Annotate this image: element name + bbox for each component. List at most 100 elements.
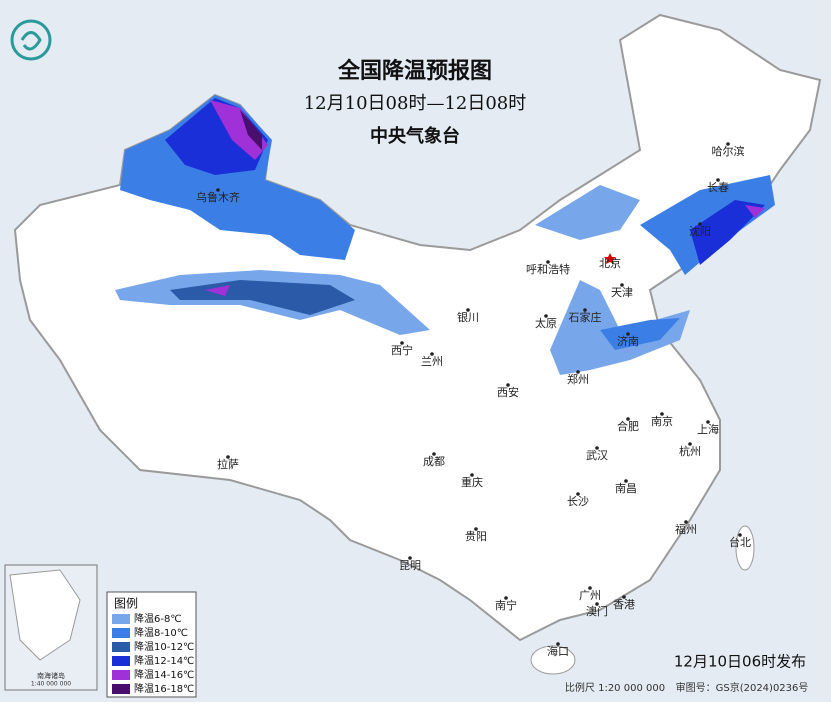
city-marker bbox=[474, 527, 478, 531]
period: 12月10日08时—12日08时 bbox=[304, 93, 527, 114]
city-label: 昆明 bbox=[399, 559, 421, 572]
cooling-area bbox=[550, 280, 690, 375]
city-label: 北京 bbox=[599, 256, 621, 270]
legend-swatch bbox=[112, 670, 130, 680]
legend-swatch bbox=[112, 656, 130, 666]
legend-label: 降温6-8℃ bbox=[134, 612, 182, 625]
legend-label: 降温10-12℃ bbox=[134, 640, 194, 653]
legend-swatch bbox=[112, 642, 130, 652]
city-marker bbox=[624, 479, 628, 483]
cooling-area bbox=[205, 285, 230, 296]
cooling-area bbox=[240, 110, 262, 150]
city-label: 石家庄 bbox=[569, 310, 602, 324]
city-marker bbox=[226, 455, 230, 459]
legend-swatch bbox=[112, 614, 130, 624]
cooling-area bbox=[535, 185, 640, 240]
city-label: 西宁 bbox=[391, 343, 413, 357]
city-label: 郑州 bbox=[567, 372, 589, 386]
city-marker bbox=[688, 442, 692, 446]
inset: 南海诸岛 1:40 000 000 bbox=[4, 564, 98, 691]
city-label: 沈阳 bbox=[689, 224, 711, 238]
approval-number: 审图号：GS京(2024)0236号 bbox=[676, 681, 809, 694]
city-label: 成都 bbox=[423, 455, 445, 468]
city-marker bbox=[576, 492, 580, 496]
city-label: 南宁 bbox=[495, 598, 517, 612]
city-label: 长春 bbox=[707, 181, 729, 194]
city-label: 乌鲁木齐 bbox=[196, 190, 240, 204]
legend-label: 降温16-18℃ bbox=[134, 682, 194, 695]
inset-title: 南海诸岛 bbox=[37, 671, 65, 680]
city-label: 广州 bbox=[579, 589, 601, 602]
city-label: 太原 bbox=[535, 317, 557, 330]
hainan bbox=[530, 645, 576, 675]
city-marker bbox=[626, 332, 630, 336]
legend-swatch bbox=[112, 684, 130, 694]
legend-swatch bbox=[112, 628, 130, 638]
city-label: 上海 bbox=[697, 422, 719, 436]
legend-label: 降温14-16℃ bbox=[134, 668, 194, 681]
city-marker bbox=[470, 473, 474, 477]
city-marker bbox=[408, 556, 412, 560]
city-marker bbox=[588, 586, 592, 590]
city-label: 武汉 bbox=[586, 449, 608, 462]
city-label: 合肥 bbox=[617, 419, 639, 433]
city-marker bbox=[620, 283, 624, 287]
city-label: 济南 bbox=[617, 334, 639, 348]
city-marker bbox=[698, 222, 702, 226]
city-marker bbox=[546, 260, 550, 264]
city-label: 呼和浩特 bbox=[526, 262, 570, 276]
legend-title: 图例 bbox=[114, 597, 138, 611]
city-marker bbox=[216, 188, 220, 192]
city-marker bbox=[595, 446, 599, 450]
map-scale: 比例尺 1:20 000 000 bbox=[565, 681, 665, 694]
city-marker bbox=[576, 370, 580, 374]
city-marker bbox=[738, 533, 742, 537]
city-marker bbox=[716, 178, 720, 182]
city-label: 银川 bbox=[457, 310, 479, 324]
city-label: 拉萨 bbox=[217, 457, 239, 471]
cooling-area bbox=[745, 205, 765, 218]
cooling-area bbox=[600, 318, 680, 350]
city-label: 海口 bbox=[547, 644, 569, 658]
city-marker bbox=[432, 452, 436, 456]
city-label: 台北 bbox=[729, 535, 751, 549]
city-label: 西安 bbox=[497, 385, 519, 399]
city-label: 贵阳 bbox=[465, 530, 487, 543]
city-marker bbox=[430, 352, 434, 356]
city-label: 福州 bbox=[675, 522, 697, 536]
cooling-area bbox=[210, 100, 268, 160]
city-label: 哈尔滨 bbox=[712, 144, 745, 158]
legend-label: 降温12-14℃ bbox=[134, 654, 194, 667]
taiwan bbox=[735, 525, 755, 571]
inset-scale: 1:40 000 000 bbox=[31, 681, 71, 688]
city-label: 南昌 bbox=[615, 482, 637, 495]
logo-mark bbox=[20, 31, 42, 51]
city-label: 澳门 bbox=[586, 604, 608, 618]
city-marker bbox=[660, 412, 664, 416]
logo bbox=[10, 19, 52, 61]
legend-label: 降温8-10℃ bbox=[134, 626, 188, 639]
city-label: 香港 bbox=[613, 598, 635, 611]
city-marker bbox=[626, 417, 630, 421]
cooling-area bbox=[690, 200, 765, 265]
city-marker bbox=[506, 383, 510, 387]
city-marker bbox=[726, 142, 730, 146]
city-marker bbox=[544, 314, 548, 318]
city-label: 重庆 bbox=[461, 475, 483, 489]
city-marker bbox=[400, 341, 404, 345]
city-marker bbox=[504, 596, 508, 600]
issued-time: 12月10日06时发布 bbox=[674, 653, 806, 671]
city-marker bbox=[706, 420, 710, 424]
city-marker bbox=[466, 308, 470, 312]
logo-ring bbox=[10, 19, 52, 61]
city-marker bbox=[595, 602, 599, 606]
city-label: 兰州 bbox=[421, 355, 443, 368]
inset-land bbox=[9, 569, 81, 661]
city-label: 杭州 bbox=[679, 444, 701, 458]
cooling-areas bbox=[115, 95, 775, 375]
city-label: 天津 bbox=[611, 286, 633, 299]
title: 全国降温预报图 bbox=[337, 58, 492, 84]
issuer: 中央气象台 bbox=[370, 125, 460, 147]
legend: 图例 降温6-8℃降温8-10℃降温10-12℃降温12-14℃降温14-16℃… bbox=[106, 591, 197, 698]
